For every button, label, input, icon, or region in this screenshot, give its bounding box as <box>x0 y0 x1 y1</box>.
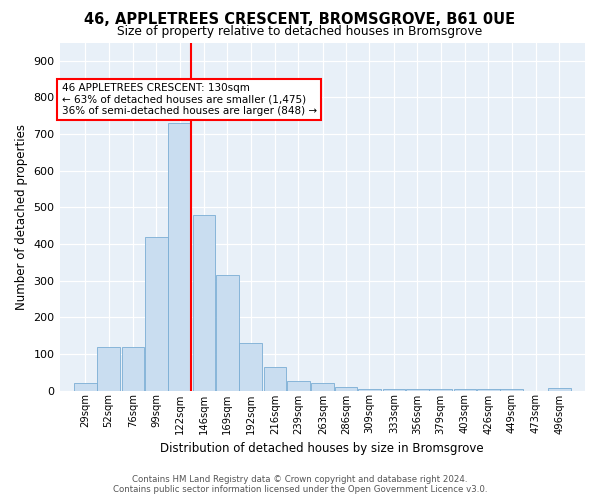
Bar <box>169 123 191 390</box>
Bar <box>454 388 476 390</box>
Text: 46 APPLETREES CRESCENT: 130sqm
← 63% of detached houses are smaller (1,475)
36% : 46 APPLETREES CRESCENT: 130sqm ← 63% of … <box>62 83 317 116</box>
Bar <box>193 214 215 390</box>
Bar <box>264 366 286 390</box>
Bar <box>477 388 500 390</box>
Bar <box>383 388 405 390</box>
Bar <box>429 388 452 390</box>
Bar <box>500 388 523 390</box>
Y-axis label: Number of detached properties: Number of detached properties <box>15 124 28 310</box>
Text: 46, APPLETREES CRESCENT, BROMSGROVE, B61 0UE: 46, APPLETREES CRESCENT, BROMSGROVE, B61… <box>85 12 515 28</box>
Bar <box>406 388 428 390</box>
Bar <box>145 236 167 390</box>
X-axis label: Distribution of detached houses by size in Bromsgrove: Distribution of detached houses by size … <box>160 442 484 455</box>
Bar <box>74 383 97 390</box>
Bar <box>216 275 239 390</box>
Bar <box>287 382 310 390</box>
Bar <box>239 343 262 390</box>
Bar <box>548 388 571 390</box>
Bar <box>358 388 381 390</box>
Bar <box>335 387 358 390</box>
Bar <box>97 346 120 391</box>
Bar <box>311 383 334 390</box>
Bar <box>122 346 144 391</box>
Text: Contains HM Land Registry data © Crown copyright and database right 2024.
Contai: Contains HM Land Registry data © Crown c… <box>113 474 487 494</box>
Text: Size of property relative to detached houses in Bromsgrove: Size of property relative to detached ho… <box>118 25 482 38</box>
